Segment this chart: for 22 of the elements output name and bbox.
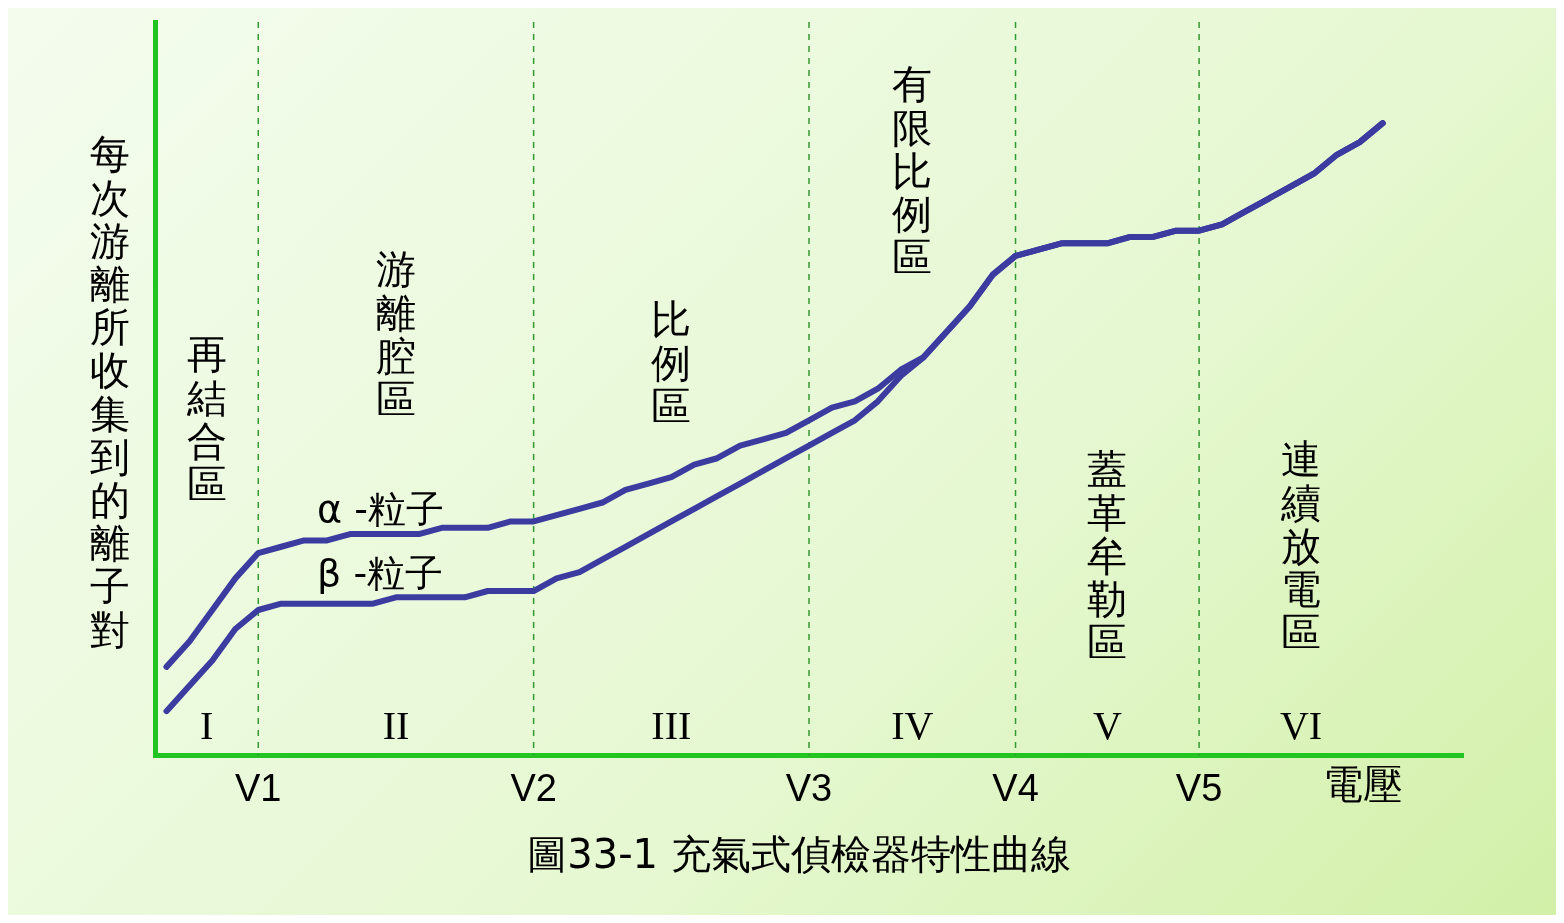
annotation: II [382, 703, 410, 749]
text: 圖33-1 充氣式偵檢器特性曲線 [527, 830, 1071, 877]
annotation: 有限比例區 [892, 61, 933, 281]
x-tick-label: V1 [235, 766, 282, 809]
text: 每次游離所收集到的離子對 [90, 131, 130, 653]
annotation: 連續放電區 [1280, 436, 1322, 656]
annotation: 再結合區 [185, 331, 227, 507]
series-label: β -粒子 [317, 550, 444, 595]
x-tick-label: V4 [992, 766, 1039, 809]
x-axis-title: 電壓 [1323, 760, 1403, 807]
annotation: IV [891, 703, 934, 749]
annotation: III [651, 703, 692, 749]
annotation: 游離腔區 [375, 246, 416, 422]
x-tick-label: V5 [1175, 766, 1223, 809]
annotation: VI [1279, 703, 1323, 749]
annotation: 蓋革牟勒區 [1087, 446, 1128, 666]
series-label: α -粒子 [317, 487, 444, 532]
x-tick-label: V2 [510, 766, 557, 809]
x-tick-label: V3 [785, 766, 833, 809]
annotation: I [199, 703, 214, 749]
annotation: V [1092, 703, 1122, 749]
annotation: 比例區 [651, 296, 692, 429]
